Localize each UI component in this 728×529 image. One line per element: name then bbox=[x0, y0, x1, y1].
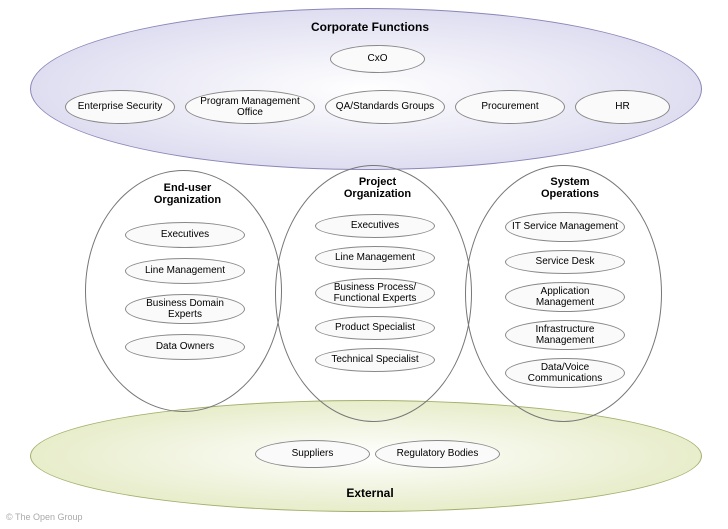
pill-so-it-service: IT Service Management bbox=[505, 212, 625, 242]
pill-procurement: Procurement bbox=[455, 90, 565, 124]
corporate-functions-title: Corporate Functions bbox=[295, 20, 445, 34]
pill-po-tech-spec: Technical Specialist bbox=[315, 348, 435, 372]
pill-so-data-voice: Data/Voice Communications bbox=[505, 358, 625, 388]
pill-po-bp-experts: Business Process/ Functional Experts bbox=[315, 278, 435, 308]
pill-so-service-desk: Service Desk bbox=[505, 250, 625, 274]
end-user-org-title: End-user Organization bbox=[140, 182, 235, 206]
pill-po-prod-spec: Product Specialist bbox=[315, 316, 435, 340]
pill-eu-line-mgmt: Line Management bbox=[125, 258, 245, 284]
system-ops-title: System Operations bbox=[525, 176, 615, 200]
pill-regulatory-bodies: Regulatory Bodies bbox=[375, 440, 500, 468]
pill-so-app-mgmt: Application Management bbox=[505, 282, 625, 312]
pill-pmo: Program Management Office bbox=[185, 90, 315, 124]
pill-cxo: CxO bbox=[330, 45, 425, 73]
end-user-org-ellipse bbox=[85, 170, 282, 412]
pill-so-infra-mgmt: Infrastructure Management bbox=[505, 320, 625, 350]
copyright-text: © The Open Group bbox=[6, 512, 83, 522]
project-org-title: Project Organization bbox=[330, 176, 425, 200]
pill-qa-standards: QA/Standards Groups bbox=[325, 90, 445, 124]
pill-enterprise-security: Enterprise Security bbox=[65, 90, 175, 124]
pill-eu-executives: Executives bbox=[125, 222, 245, 248]
pill-eu-domain-experts: Business Domain Experts bbox=[125, 294, 245, 324]
pill-eu-data-owners: Data Owners bbox=[125, 334, 245, 360]
pill-hr: HR bbox=[575, 90, 670, 124]
pill-po-executives: Executives bbox=[315, 214, 435, 238]
pill-po-line-mgmt: Line Management bbox=[315, 246, 435, 270]
pill-suppliers: Suppliers bbox=[255, 440, 370, 468]
external-title: External bbox=[330, 486, 410, 500]
